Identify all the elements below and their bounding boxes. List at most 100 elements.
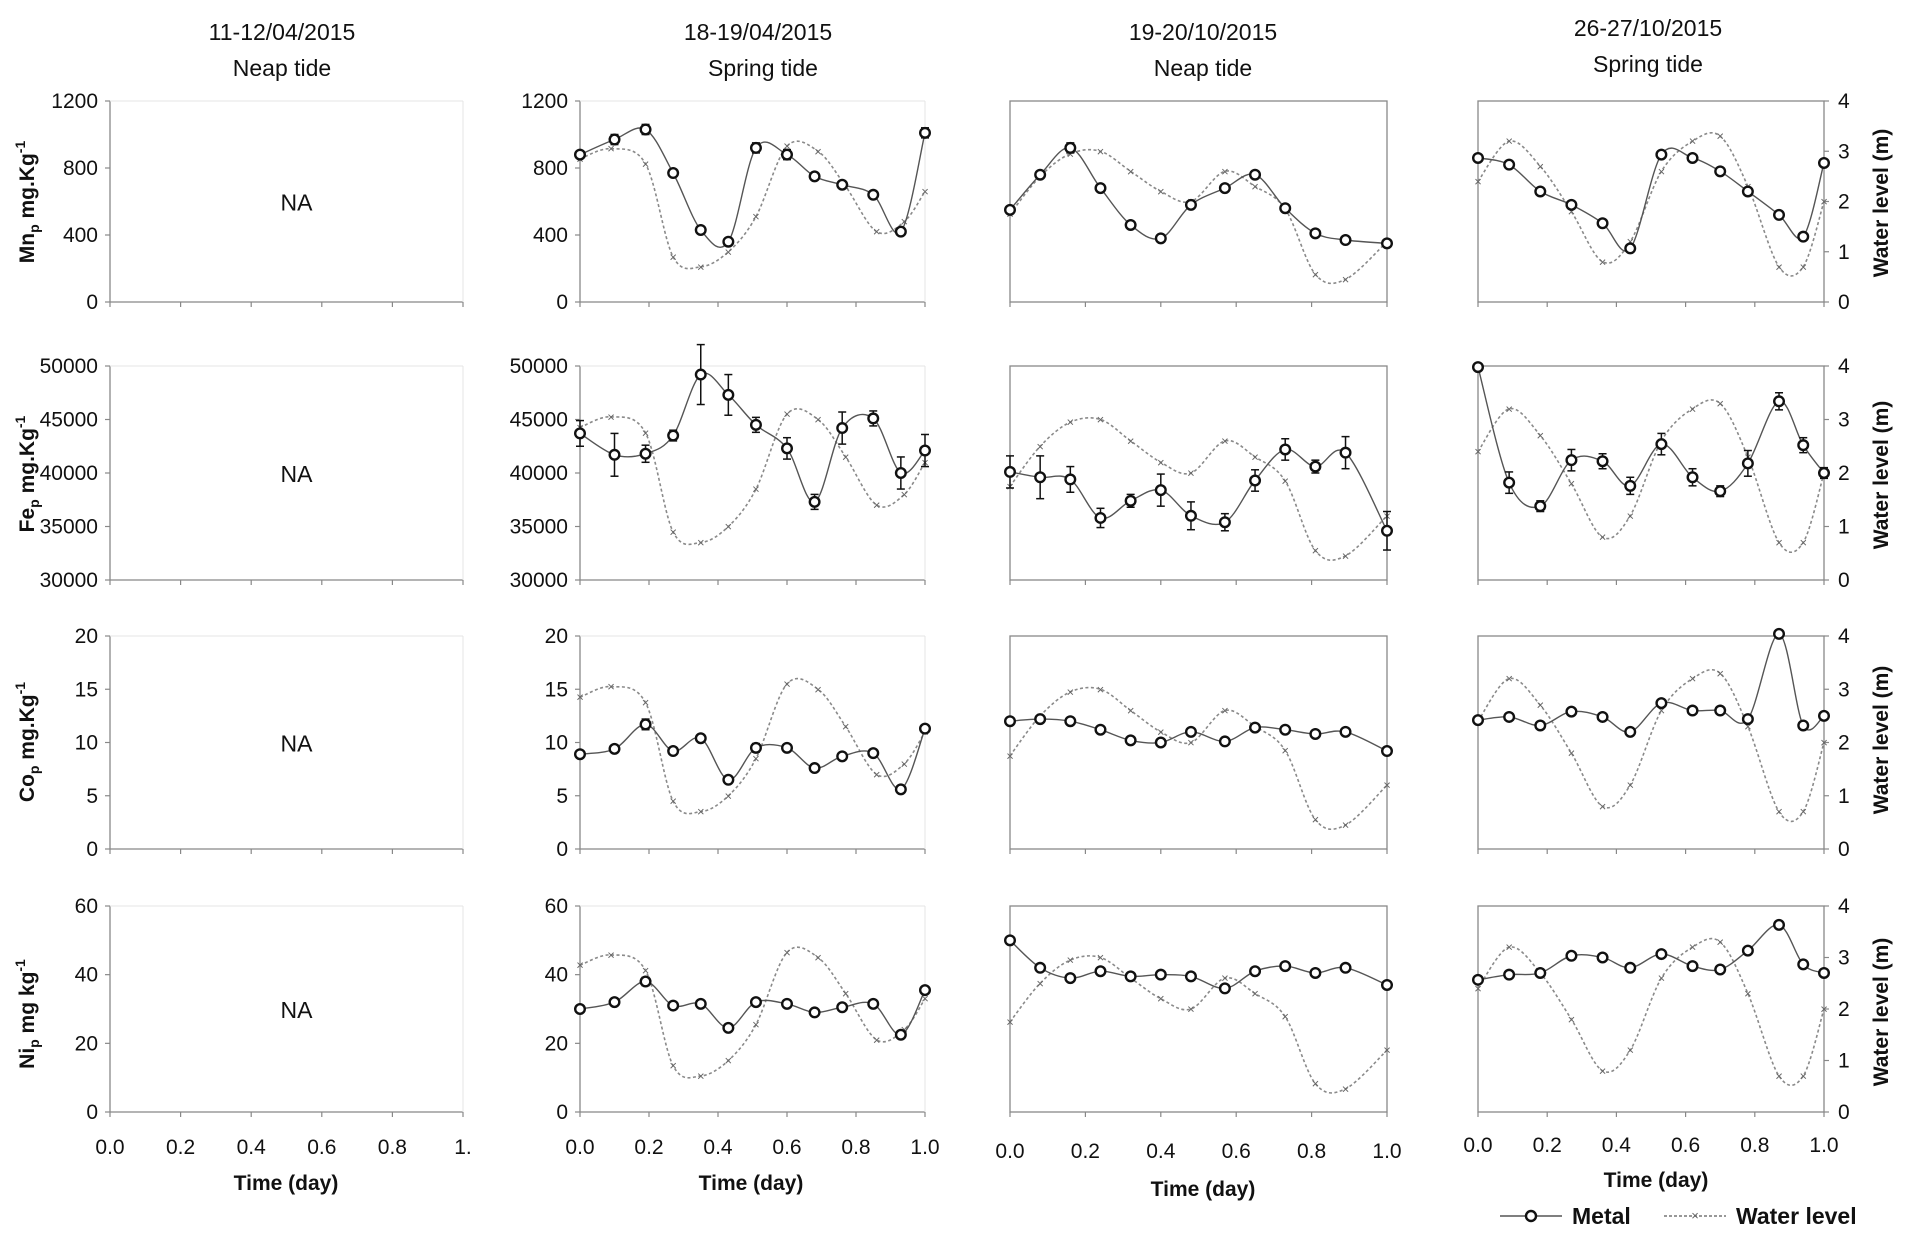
water-tick-label: 0: [1838, 291, 1850, 314]
metal-marker: [1094, 182, 1107, 195]
x-tick-label: 0.8: [1297, 1140, 1326, 1163]
x-tick-label: 0.2: [166, 1136, 195, 1159]
column-subtitle-1: Neap tide: [233, 55, 331, 81]
water-level-marker: ×: [1474, 981, 1482, 996]
water-level-marker: ×: [642, 156, 650, 171]
water-level-marker: ×: [1067, 953, 1075, 968]
water-level-marker: ×: [1036, 976, 1044, 991]
metal-marker: [1471, 151, 1484, 164]
mn-ylabel: Mnp mg.Kg-1: [12, 141, 42, 264]
xlabel-col-3: Time (day): [1151, 1178, 1256, 1201]
metal-marker: [1154, 232, 1167, 245]
metal-marker: [1249, 474, 1262, 487]
y-tick-label: 60: [545, 895, 568, 918]
water-level-line: [579, 677, 926, 815]
water-level-marker: ×: [1775, 535, 1783, 550]
metal-marker: [1686, 704, 1699, 717]
metal-marker: [749, 418, 762, 431]
metal-axis-labels: Mnp mg.Kg-1 Fep mg.Kg-1 Cop mg.Kg-1 Nip …: [12, 141, 42, 1069]
water-level-marker: ×: [901, 1022, 909, 1037]
metal-marker: [1565, 454, 1578, 467]
x-tick-label: 0.6: [307, 1136, 336, 1159]
metal-marker: [781, 148, 794, 161]
water-tick-label: 0: [1838, 1101, 1850, 1124]
metal-marker: [1624, 242, 1637, 255]
metal-marker: [1004, 934, 1017, 947]
panel-fe-col-3: ×××××××××××××: [1004, 365, 1393, 585]
water-level-marker: ×: [873, 498, 881, 513]
x-tick-label: 0.0: [995, 1140, 1024, 1163]
water-level-marker: ×: [1187, 735, 1195, 750]
water-level-marker: ×: [752, 751, 760, 766]
xlabel-col-2: Time (day): [699, 1172, 804, 1195]
metal-marker: [574, 748, 587, 761]
column-title-3: 19-20/10/2015: [1129, 19, 1277, 45]
water-level-marker: ×: [842, 986, 850, 1001]
plot-frame: [1477, 905, 1825, 1113]
metal-marker: [722, 235, 735, 248]
water-level-marker: ×: [1568, 746, 1576, 761]
water-level-marker: ×: [1097, 950, 1105, 965]
x-tick-label: 0.4: [237, 1136, 267, 1159]
water-level-marker: ×: [1505, 940, 1513, 955]
metal-marker: [667, 999, 680, 1012]
metal-marker: [867, 747, 880, 760]
metal-marker: [694, 732, 707, 745]
metal-marker: [836, 178, 849, 191]
panel-mn-col-3: ×××××××××××××: [1004, 100, 1393, 307]
water-level-marker: ×: [1716, 396, 1724, 411]
metal-marker: [1686, 471, 1699, 484]
water-level-marker: ×: [725, 244, 733, 259]
metal-marker: [1154, 736, 1167, 749]
water-level-marker: ×: [1157, 724, 1165, 739]
y-tick-label: 20: [545, 1032, 568, 1055]
water-tick-label: 3: [1838, 140, 1850, 163]
water-level-marker: ×: [1474, 174, 1482, 189]
water-tick-label: 3: [1838, 409, 1850, 432]
metal-marker: [1773, 208, 1786, 221]
water-level-marker: ×: [669, 524, 677, 539]
metal-marker: [1184, 509, 1197, 522]
water-level-marker: ×: [725, 788, 733, 803]
x-tick-label: 0.0: [1463, 1134, 1492, 1157]
metal-marker: [1339, 961, 1352, 974]
metal-marker: [1534, 719, 1547, 732]
x-tick-label: 1.0: [910, 1136, 939, 1159]
y-tick-label: 15: [75, 678, 98, 701]
y-tick-label: 35000: [40, 516, 98, 539]
metal-marker: [1817, 156, 1830, 169]
water-level-marker: ×: [1799, 1068, 1807, 1083]
metal-marker: [1596, 951, 1609, 964]
metal-marker: [1154, 968, 1167, 981]
water-level-marker: ×: [607, 141, 615, 156]
water-tick-label: 4: [1838, 355, 1850, 378]
y-tick-label: 0: [86, 838, 98, 861]
water-level-marker: ×: [697, 259, 705, 274]
water-level-marker: ×: [1775, 1068, 1783, 1083]
panel-co-col-1: 0 5 10 15 20 NA: [75, 625, 464, 861]
metal-marker: [1565, 705, 1578, 718]
metal-marker: [639, 718, 652, 731]
y-tick-label: 40: [545, 964, 568, 987]
x-tick-label: 0.2: [634, 1136, 663, 1159]
metal-marker: [1624, 961, 1637, 974]
column-title-2: 18-19/04/2015: [684, 19, 832, 45]
metal-marker: [1309, 460, 1322, 473]
metal-marker: [667, 745, 680, 758]
metal-marker: [1596, 710, 1609, 723]
metal-marker: [1004, 203, 1017, 216]
water-level-marker: ×: [1775, 804, 1783, 819]
metal-marker: [919, 444, 932, 457]
x-tick-label: 1.: [454, 1136, 472, 1159]
metal-marker: [919, 126, 932, 139]
metal-marker: [1064, 972, 1077, 985]
metal-line: [1477, 924, 1825, 981]
y-tick-label: 1200: [51, 90, 98, 113]
metal-marker: [1094, 723, 1107, 736]
metal-marker: [1503, 968, 1516, 981]
y-tick-label: 35000: [510, 516, 568, 539]
water-level-marker: ×: [1799, 259, 1807, 274]
